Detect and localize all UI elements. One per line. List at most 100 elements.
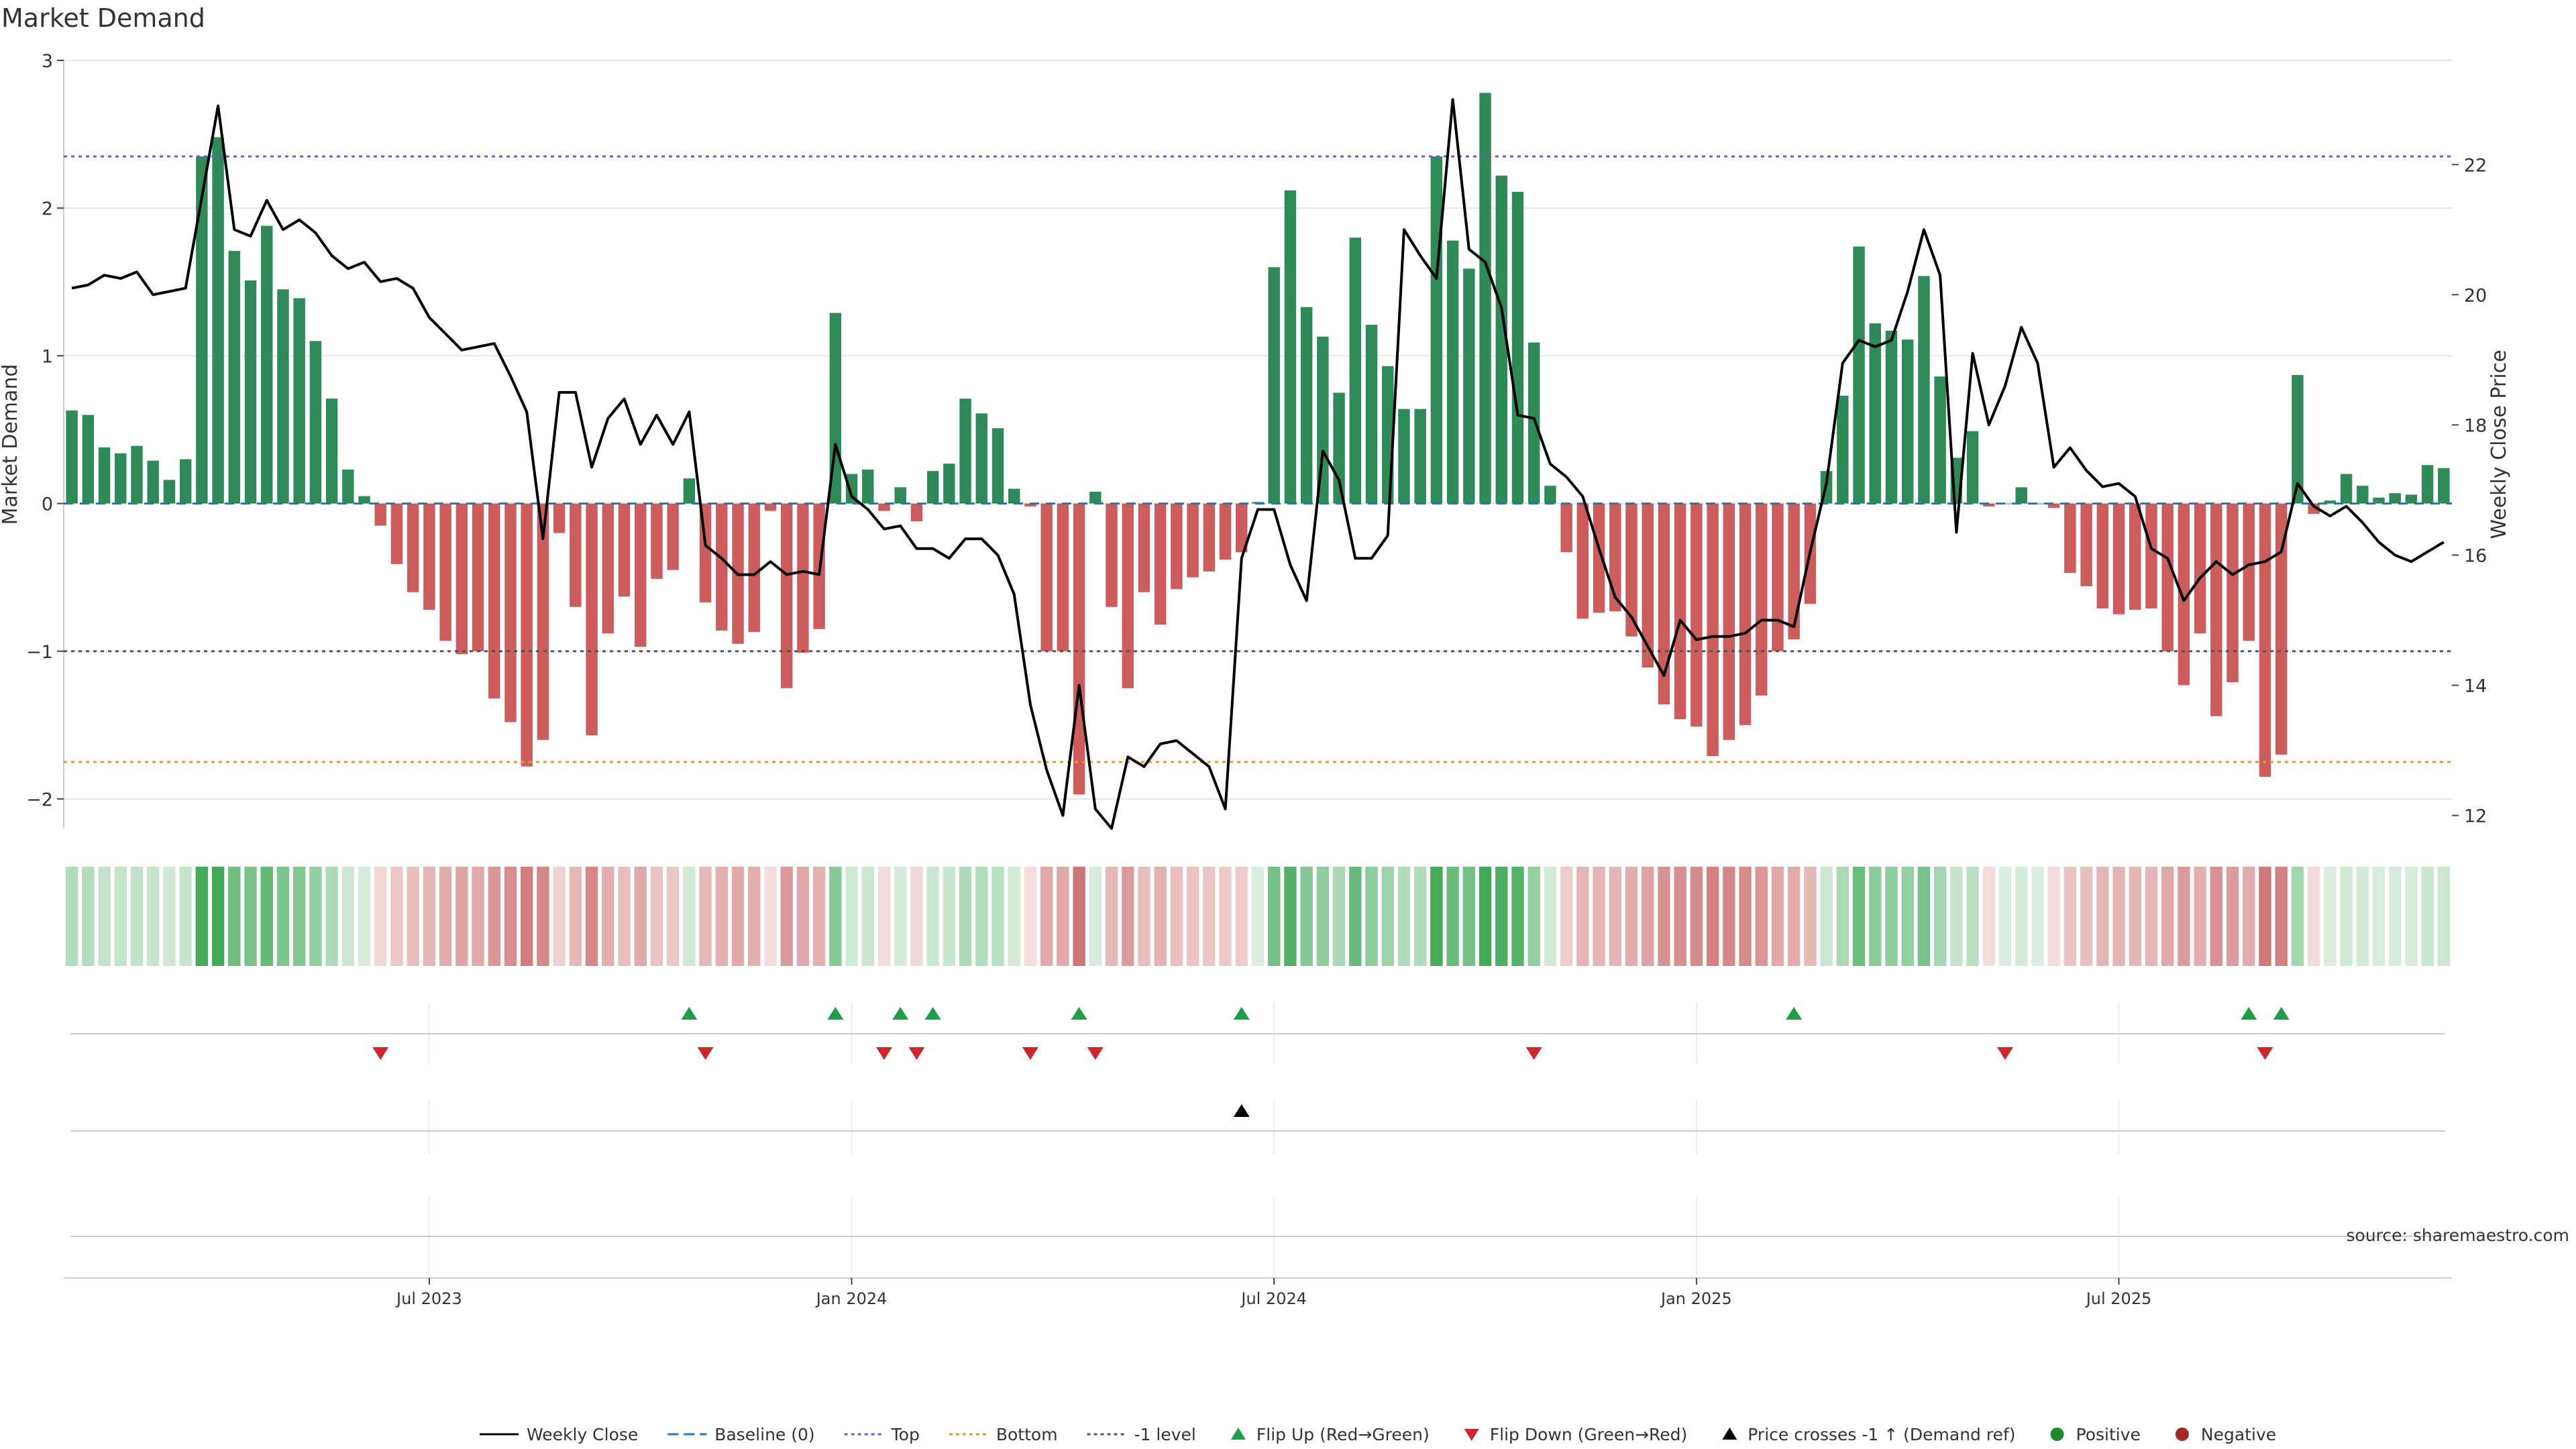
heat-cell — [1057, 867, 1069, 966]
demand-bar — [2226, 503, 2239, 683]
demand-bar — [2047, 503, 2060, 508]
heat-cell — [585, 867, 598, 966]
heat-cell — [1300, 867, 1313, 966]
x-tick-label: Jul 2025 — [2085, 1289, 2152, 1308]
heat-cell — [2226, 867, 2239, 966]
heat-cell — [812, 867, 826, 966]
demand-bar — [342, 469, 354, 504]
legend-label: Bottom — [996, 1425, 1058, 1444]
demand-bar — [2178, 503, 2190, 686]
heat-cell — [1024, 867, 1037, 966]
demand-bar — [1187, 503, 1199, 578]
flip-down-marker — [1997, 1047, 2014, 1060]
heat-cell — [1723, 867, 1735, 966]
heat-cell — [2340, 867, 2353, 966]
demand-bar — [862, 469, 874, 504]
y-tick-label: 2 — [42, 199, 53, 219]
legend-label: -1 level — [1134, 1425, 1196, 1444]
demand-bar — [586, 503, 598, 736]
heat-cell — [1706, 867, 1719, 966]
demand-bar — [1707, 503, 1719, 757]
heat-cell — [1105, 867, 1118, 966]
heat-cell — [341, 867, 355, 966]
heat-cell — [1462, 867, 1476, 966]
demand-bar — [1268, 267, 1280, 504]
heat-cell — [1365, 867, 1378, 966]
demand-bar — [439, 503, 451, 641]
demand-bar — [1024, 503, 1036, 506]
legend-swatch — [2175, 1428, 2189, 1441]
demand-bar — [667, 503, 679, 570]
y-tick-label: 1 — [42, 346, 53, 367]
demand-bar — [1739, 503, 1752, 725]
heat-cell — [2389, 867, 2402, 966]
heat-cell — [1787, 867, 1801, 966]
demand-bar — [196, 156, 208, 504]
heat-cell — [991, 867, 1004, 966]
demand-bar — [147, 460, 159, 504]
demand-bar — [2275, 503, 2288, 755]
demand-bar — [959, 398, 971, 504]
y2-tick-label: 14 — [2464, 676, 2487, 697]
demand-bar — [716, 503, 728, 631]
demand-bar — [1983, 503, 1995, 506]
y-tick-label: −1 — [26, 642, 53, 663]
heat-cell — [65, 867, 78, 966]
demand-bar — [179, 459, 192, 504]
heat-cell — [1495, 867, 1508, 966]
heat-cell — [666, 867, 680, 966]
flip-down-marker — [908, 1047, 925, 1060]
demand-bar — [1674, 503, 1686, 720]
heat-cell — [1642, 867, 1654, 966]
heat-cell — [1186, 867, 1199, 966]
heat-cell — [1040, 867, 1053, 966]
heat-cell — [1170, 867, 1183, 966]
demand-bar — [1398, 409, 1410, 504]
heat-cell — [423, 867, 436, 966]
y-axis-label: Market Demand — [0, 364, 22, 525]
legend-swatch — [1722, 1428, 1737, 1440]
demand-bar — [2259, 503, 2271, 777]
demand-bar — [2210, 503, 2222, 716]
heat-cell — [2080, 867, 2093, 966]
demand-bar — [878, 503, 890, 511]
demand-bar — [2324, 500, 2337, 504]
heat-cell — [2178, 867, 2190, 966]
demand-bar — [423, 503, 435, 610]
demand-bar — [1219, 503, 1232, 560]
demand-bar — [1317, 336, 1329, 504]
demand-bar — [2064, 503, 2076, 574]
heat-cell — [894, 867, 907, 966]
heat-cell — [1251, 867, 1265, 966]
demand-bar — [1040, 503, 1053, 651]
demand-bar — [651, 503, 663, 579]
heat-cell — [390, 867, 403, 966]
demand-bar — [521, 503, 533, 767]
heat-cell — [1739, 867, 1752, 966]
flip-up-marker — [1071, 1007, 1087, 1020]
price-cross-marker — [1233, 1104, 1250, 1117]
empty-signal-panel — [70, 1197, 2445, 1275]
demand-heat-strip — [65, 867, 2451, 966]
y2-axis-label: Weekly Close Price — [2487, 350, 2511, 539]
heat-cell — [1593, 867, 1605, 966]
flip-down-marker — [875, 1047, 892, 1060]
heat-cell — [1284, 867, 1297, 966]
demand-bar — [991, 428, 1004, 504]
heat-cell — [114, 867, 127, 966]
demand-bar — [635, 503, 647, 647]
legend-label: Flip Down (Green→Red) — [1490, 1425, 1688, 1444]
demand-bar — [1236, 503, 1248, 553]
heat-cell — [439, 867, 452, 966]
demand-bar — [1008, 488, 1020, 504]
flip-up-marker — [892, 1007, 909, 1020]
demand-bar — [1966, 431, 1979, 504]
legend-label: Top — [891, 1425, 920, 1444]
heat-cell — [1397, 867, 1411, 966]
demand-bar — [975, 413, 988, 504]
heat-cell — [1836, 867, 1849, 966]
demand-bar — [1057, 503, 1069, 651]
demand-bar — [1106, 503, 1118, 607]
demand-bar — [1414, 409, 1426, 504]
